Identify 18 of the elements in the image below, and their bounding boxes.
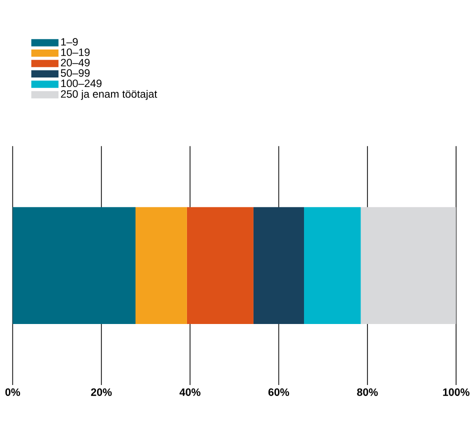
x-tick-label: 100%	[443, 388, 470, 396]
x-tick-label: 60%	[268, 388, 290, 396]
legend-label: 20–49	[60, 58, 90, 66]
bar	[136, 207, 187, 324]
x-tick-label: 40%	[180, 388, 200, 396]
bar	[253, 207, 304, 324]
bar	[304, 207, 361, 324]
x-tick-label: 80%	[357, 388, 378, 396]
x-tick-label: 20%	[91, 388, 112, 396]
legend-label: 250 ja enam töötajat	[60, 90, 158, 100]
bar	[186, 207, 254, 324]
legend-label: 10–19	[61, 48, 90, 56]
legend-label: 50–99	[60, 69, 90, 77]
legend-label: 100–249	[61, 80, 102, 88]
bar	[360, 207, 456, 324]
bar	[12, 207, 136, 324]
x-tick-label: 0%	[5, 388, 20, 396]
legend-label: 1–9	[61, 38, 78, 46]
